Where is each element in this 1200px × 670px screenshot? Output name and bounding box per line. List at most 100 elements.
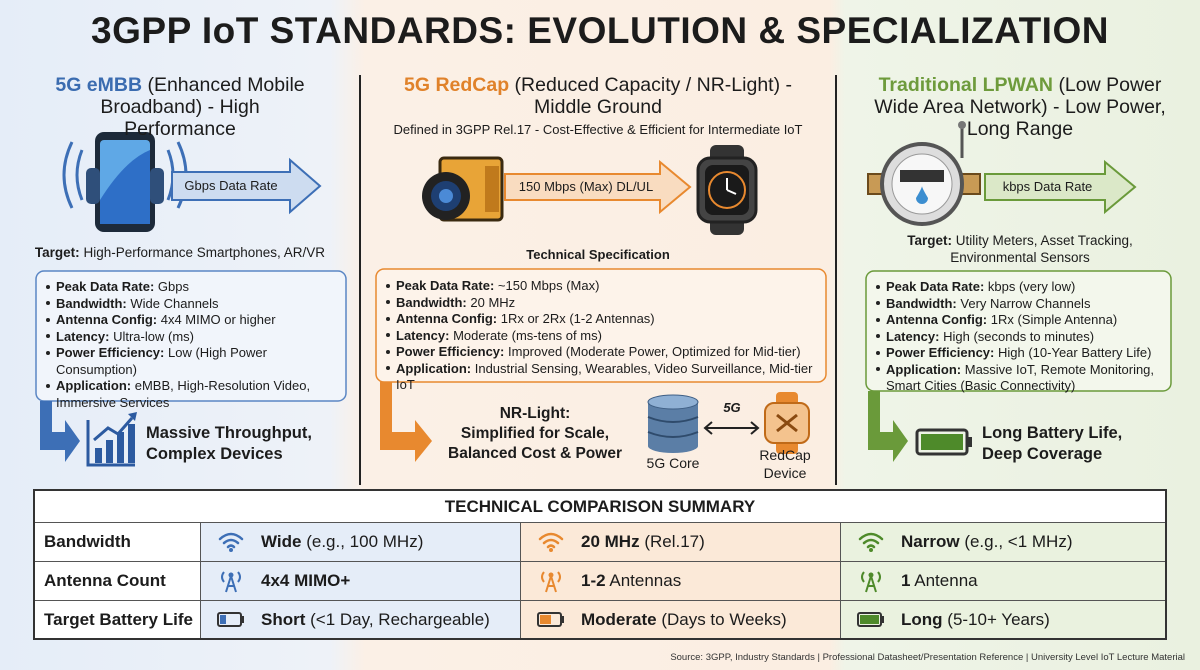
icon-part [150,168,164,204]
spec-item: Latency: Ultra-low (ms) [44,329,344,346]
antenna-icon [221,570,241,592]
row-label: Antenna Count [35,561,200,600]
spec-item: Peak Data Rate: kbps (very low) [874,279,1169,296]
summary-cell: Narrow (e.g., <1 MHz) [840,522,1165,561]
wifi-icon [538,532,564,552]
spec-item: Antenna Config: 1Rx (Simple Antenna) [874,312,1169,329]
spec-value: Ultra-low (ms) [113,328,194,344]
cell-text: 1 Antenna [901,571,978,591]
spec-value: Very Narrow Channels [960,295,1091,311]
icon-part [86,168,100,204]
outcome: Massive Throughput, Complex Devices [146,423,312,465]
summary-cell: Wide (e.g., 100 MHz) [200,522,520,561]
cell-detail: (e.g., <1 MHz) [964,532,1073,551]
spec-value: 1Rx (Simple Antenna) [990,312,1118,327]
device-label-line: RedCap [759,447,811,463]
link-arrow [703,421,760,435]
outcome-line: Balanced Cost & Power [448,445,622,462]
column-heading: 5G RedCap (Reduced Capacity / NR-Light) … [388,74,808,118]
spec-value: High (10-Year Battery Life) [998,345,1152,360]
antenna-icon [861,570,881,592]
icon-part [868,572,874,577]
spec-value: High (seconds to minutes) [943,328,1095,344]
device-label: RedCap Device [750,446,820,482]
outcome-line: Deep Coverage [982,445,1103,463]
rate-arrow [171,157,322,215]
spec-value: Low (High Power Consumption) [56,345,267,377]
spec-label: Peak Data Rate: [56,279,155,294]
spec-box [375,268,827,383]
rate-arrow [504,159,692,215]
cell-text: Short (<1 Day, Rechargeable) [261,610,490,630]
spec-item: Power Efficiency: Improved (Moderate Pow… [384,344,824,361]
spec-value: 1Rx or 2Rx (1-2 Antennas) [500,311,655,326]
column-heading: 5G eMBB (Enhanced Mobile Broadband) - Hi… [45,74,315,140]
icon-part [62,141,84,209]
icon-part [241,616,244,623]
icon-part [128,412,137,421]
cell-strong: 1 [901,571,911,590]
spec-label: Bandwidth: [396,294,467,310]
spec-label: Application: [56,378,132,393]
spec-label: Power Efficiency: [886,345,995,360]
column-heading: Traditional LPWAN (Low Power Wide Area N… [855,74,1185,140]
arrow-label: 150 Mbps (Max) DL/UL [518,179,654,194]
icon-part [776,413,798,433]
cell-detail: (5-10+ Years) [947,609,1050,629]
icon-part [95,448,102,463]
spec-label: Bandwidth: [56,295,127,311]
icon-part [541,570,561,592]
target-label: Target: [34,245,80,260]
target-text: Utility Meters, Asset Tracking, Environm… [950,233,1133,265]
icon-part [860,615,879,624]
spec-label: Application: [886,361,962,377]
link-label: 5G [723,400,741,415]
standard-name: 5G RedCap [404,74,510,96]
spec-value: Wide Channels [130,295,219,311]
arrow-label: kbps Data Rate [1002,179,1093,194]
icon-part [916,186,928,204]
bullet [386,316,390,321]
icon-part [958,121,966,129]
battery-icon [537,612,564,627]
icon-part [647,416,699,438]
icon-part [869,547,873,552]
icon-part [439,189,453,203]
spec-box [865,270,1172,392]
icon-part [967,437,972,447]
cell-text: 20 MHz (Rel.17) [581,532,705,552]
cell-detail: (Rel.17) [644,532,705,551]
phone-icon [62,132,188,232]
outcome-line: Massive Throughput, [146,424,312,442]
spec-box [35,270,347,402]
spec-label: Latency: [56,328,110,344]
growth-chart-icon [86,412,137,467]
spec-item: Power Efficiency: Low (High Power Consum… [44,345,344,378]
outcome-arrow [868,391,908,462]
battery-icon [857,612,884,627]
spec-label: Latency: [886,328,940,344]
icon-part [648,439,698,453]
spec-value: Improved (Moderate Power, Optimized for … [508,344,801,359]
target-label: Target: [907,233,952,248]
standard-subtitle: (Reduced Capacity / NR-Light) - Middle G… [514,74,792,118]
spec-value: 4x4 MIMO or higher [160,312,276,327]
spec-label: Antenna Config: [56,312,158,327]
icon-part [548,572,554,577]
bullet [46,317,50,322]
standard-subtitle: (Enhanced Mobile Broadband) - High Perfo… [100,74,305,140]
cell-strong: Wide [261,532,302,551]
icon-part [221,570,241,592]
spec-value: Moderate (ms-tens of ms) [453,327,602,343]
bullet [386,300,390,305]
icon-part [229,547,233,552]
spec-list: Peak Data Rate: kbps (very low) Bandwidth… [874,279,1169,395]
cell-strong: Narrow [901,532,960,551]
database-icon [647,394,699,453]
spec-list: Peak Data Rate: ~150 Mbps (Max) Bandwidth… [384,278,824,394]
arrow-label: Gbps Data Rate [184,178,278,193]
spec-item: Application: eMBB, High-Resolution Video… [44,378,344,411]
icon-part [538,532,564,548]
icon-part [218,532,244,548]
row-label: Bandwidth [35,522,200,561]
